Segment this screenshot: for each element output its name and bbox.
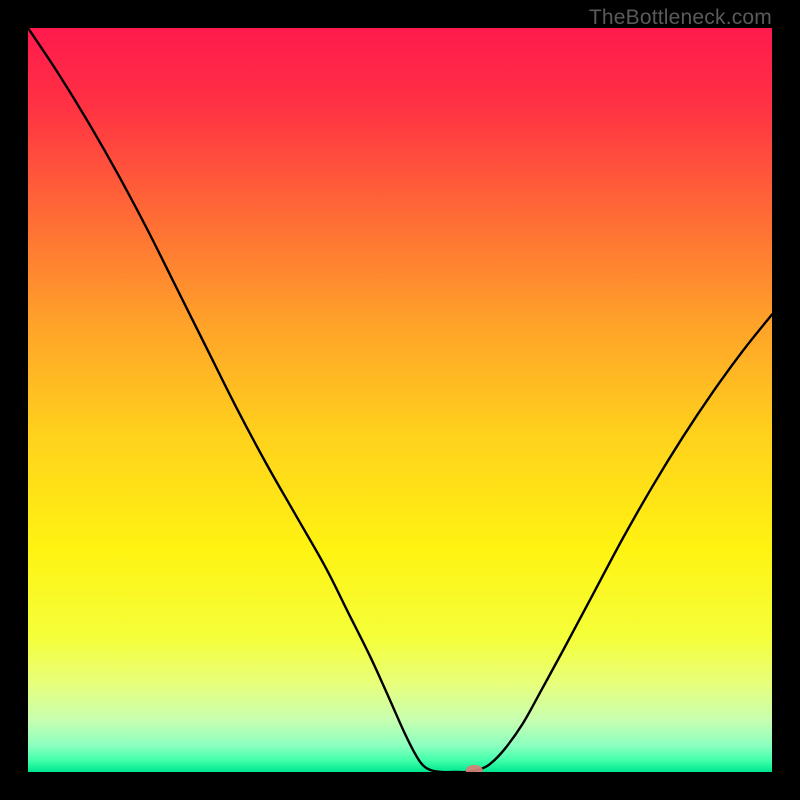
watermark-label: TheBottleneck.com — [589, 6, 772, 30]
bottleneck-curve — [28, 28, 772, 772]
optimal-point-marker — [466, 765, 482, 772]
curve-layer — [28, 28, 772, 772]
plot-area — [28, 28, 772, 772]
chart-frame: TheBottleneck.com — [0, 0, 800, 800]
